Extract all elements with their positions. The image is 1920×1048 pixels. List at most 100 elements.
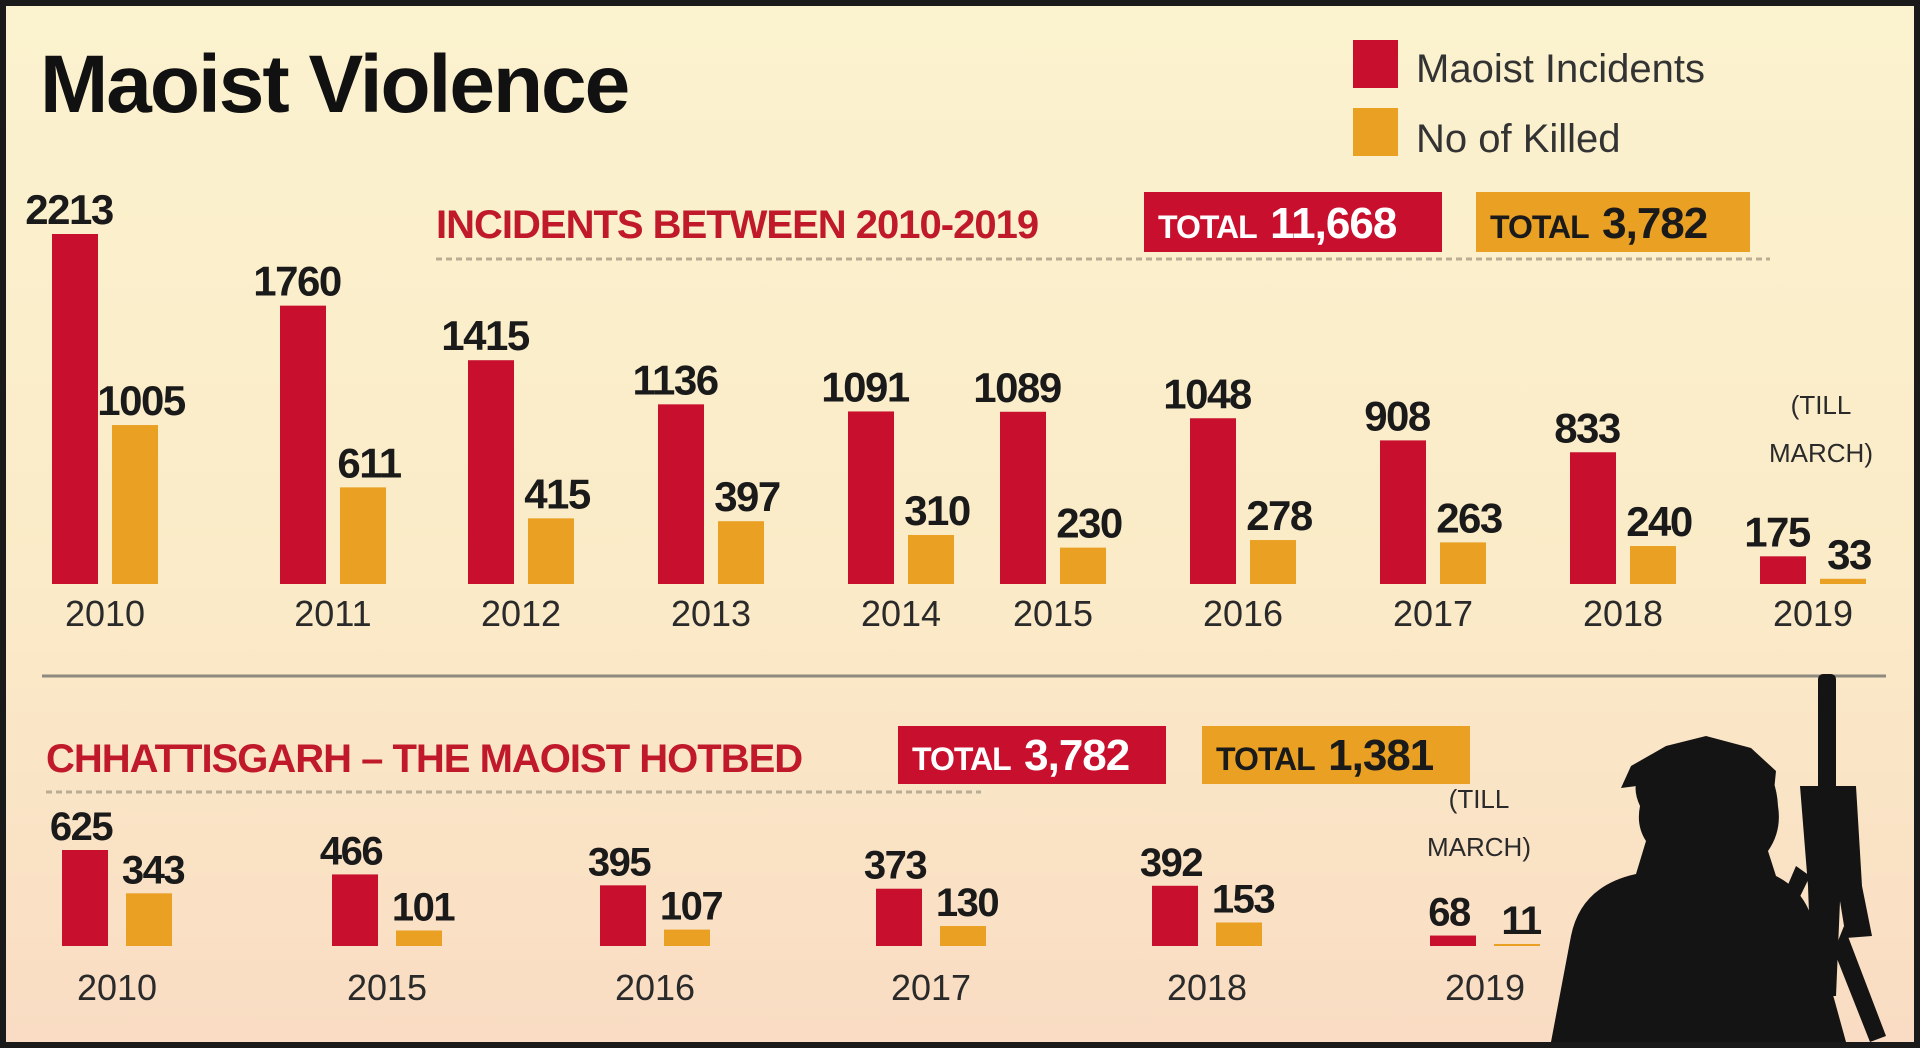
- bar-incidents-2019: [1430, 935, 1476, 946]
- category-label-2019: 2019: [1445, 967, 1525, 1008]
- label-killed-2019: 11: [1501, 899, 1542, 943]
- bar-killed-2014: [908, 534, 954, 584]
- note-till-march-line1: (TILL: [1791, 390, 1852, 420]
- bar-killed-2019: [1820, 578, 1866, 584]
- bar-killed-2017: [940, 926, 986, 946]
- legend-swatch-incidents: [1353, 40, 1398, 88]
- total-badge-cg-killed-text: TOTAL 1,381: [1216, 731, 1434, 780]
- label-killed-2015: 230: [1056, 500, 1122, 547]
- label-incidents-2018: 833: [1554, 404, 1620, 451]
- bar-killed-2010: [126, 893, 172, 946]
- label-incidents-2017: 908: [1364, 392, 1431, 439]
- bar-killed-2018: [1630, 546, 1676, 584]
- bar-incidents-2019: [1760, 556, 1806, 584]
- label-incidents-2019: 175: [1744, 508, 1811, 555]
- label-killed-2018: 240: [1626, 498, 1692, 545]
- bar-killed-2015: [396, 930, 442, 946]
- category-label-2010: 2010: [65, 593, 145, 634]
- legend: Maoist Incidents No of Killed: [1353, 40, 1705, 161]
- label-incidents-2011: 1760: [253, 258, 341, 305]
- label-incidents-2015: 466: [320, 829, 382, 873]
- label-killed-2013: 397: [714, 473, 780, 520]
- bar-incidents-2015: [332, 874, 378, 946]
- category-label-2010: 2010: [77, 967, 157, 1008]
- total-badge-cg-killed: [1202, 726, 1470, 784]
- bar-incidents-2016: [600, 885, 646, 946]
- category-label-2012: 2012: [481, 593, 561, 634]
- bar-incidents-2015: [1000, 411, 1046, 584]
- category-label-2014: 2014: [861, 593, 941, 634]
- category-label-2016: 2016: [615, 967, 695, 1008]
- bar-killed-2011: [340, 487, 386, 584]
- label-killed-2015: 101: [392, 885, 455, 929]
- bar-incidents-2012: [468, 360, 514, 584]
- label-killed-2010: 343: [122, 848, 184, 892]
- category-label-2018: 2018: [1583, 593, 1663, 634]
- total-badge-killed-text: TOTAL 3,782: [1490, 199, 1707, 248]
- label-killed-2016: 107: [660, 885, 722, 929]
- bar-incidents-2017: [1380, 440, 1426, 584]
- bar-killed-2016: [1250, 540, 1296, 584]
- bar-killed-2012: [528, 518, 574, 584]
- label-incidents-2014: 1091: [821, 363, 910, 410]
- label-incidents-2012: 1415: [441, 312, 530, 359]
- category-label-2013: 2013: [671, 593, 751, 634]
- infographic: Maoist Violence Maoist Incidents No of K…: [6, 6, 1914, 1042]
- bar-incidents-2010: [62, 850, 108, 946]
- section-title-national: INCIDENTS BETWEEN 2010-2019: [436, 203, 1038, 247]
- note-till-march-line2: MARCH): [1427, 832, 1531, 862]
- category-label-2017: 2017: [1393, 593, 1473, 634]
- bar-killed-2010: [112, 425, 158, 584]
- label-killed-2012: 415: [524, 470, 591, 517]
- label-killed-2014: 310: [904, 487, 970, 534]
- note-till-march-line2: MARCH): [1769, 438, 1873, 468]
- label-incidents-2018: 392: [1140, 841, 1202, 885]
- soldier-silhouette-icon: [1551, 674, 1886, 1042]
- label-incidents-2017: 373: [864, 844, 926, 888]
- bar-incidents-2016: [1190, 418, 1236, 584]
- bar-killed-2013: [718, 521, 764, 584]
- bar-killed-2015: [1060, 547, 1106, 584]
- label-incidents-2016: 1048: [1163, 370, 1252, 417]
- page-title: Maoist Violence: [40, 39, 628, 130]
- label-incidents-2010: 2213: [25, 186, 113, 233]
- bar-incidents-2011: [280, 305, 326, 584]
- label-killed-2018: 153: [1212, 877, 1274, 921]
- label-incidents-2010: 625: [50, 805, 113, 849]
- label-incidents-2019: 68: [1428, 891, 1471, 935]
- legend-swatch-killed: [1353, 108, 1398, 156]
- chart-canvas: Maoist Violence Maoist Incidents No of K…: [25, 39, 1886, 1042]
- label-killed-2017: 263: [1436, 494, 1502, 541]
- category-label-2017: 2017: [891, 967, 971, 1008]
- bar-incidents-2014: [848, 411, 894, 584]
- total-badge-incidents: [1144, 192, 1442, 252]
- bar-incidents-2018: [1152, 885, 1198, 946]
- total-badge-cg-incidents: [898, 726, 1166, 784]
- bar-incidents-2018: [1570, 452, 1616, 584]
- bar-incidents-2013: [658, 404, 704, 584]
- label-killed-2017: 130: [936, 881, 998, 925]
- label-incidents-2013: 1136: [632, 356, 717, 403]
- label-killed-2016: 278: [1246, 492, 1313, 539]
- label-killed-2011: 611: [337, 439, 401, 486]
- category-label-2018: 2018: [1167, 967, 1247, 1008]
- category-label-2015: 2015: [1013, 593, 1093, 634]
- bar-killed-2016: [664, 929, 710, 946]
- total-badge-cg-incidents-text: TOTAL 3,782: [912, 731, 1129, 780]
- note-till-march-line1: (TILL: [1449, 784, 1510, 814]
- category-label-2011: 2011: [294, 593, 371, 634]
- bar-incidents-2010: [52, 234, 98, 584]
- label-incidents-2015: 1089: [973, 364, 1061, 411]
- category-label-2015: 2015: [347, 967, 427, 1008]
- label-killed-2010: 1005: [97, 377, 186, 424]
- total-badge-killed: [1476, 192, 1750, 252]
- bar-killed-2018: [1216, 922, 1262, 946]
- bar-incidents-2017: [876, 888, 922, 946]
- total-badge-incidents-text: TOTAL 11,668: [1158, 199, 1397, 248]
- category-label-2016: 2016: [1203, 593, 1283, 634]
- label-killed-2019: 33: [1827, 531, 1871, 578]
- bar-killed-2019: [1494, 944, 1540, 946]
- section-title-chhattisgarh: CHHATTISGARH – THE MAOIST HOTBED: [46, 737, 802, 781]
- legend-label-killed: No of Killed: [1416, 117, 1621, 161]
